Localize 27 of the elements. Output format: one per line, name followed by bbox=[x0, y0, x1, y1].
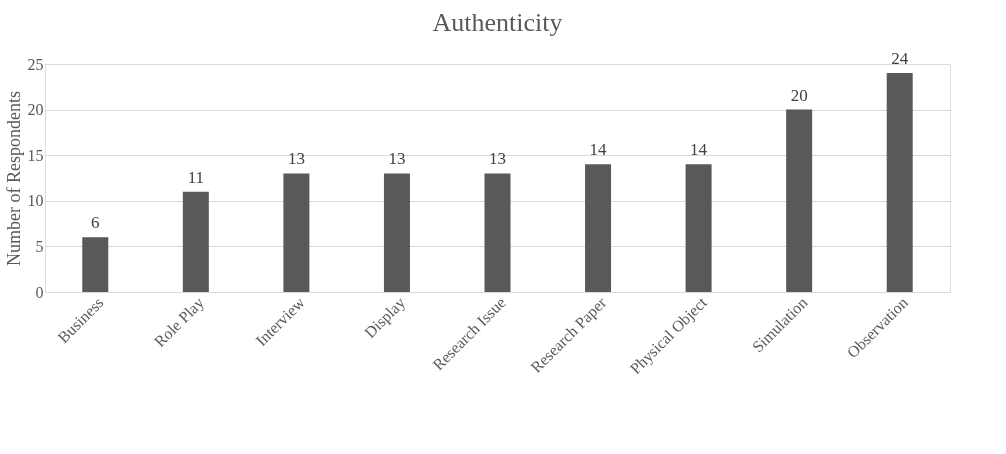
y-tick-label: 5 bbox=[35, 237, 44, 255]
data-label: 24 bbox=[891, 49, 909, 69]
bar bbox=[685, 164, 712, 292]
y-tick-label: 10 bbox=[27, 192, 44, 210]
data-label: 13 bbox=[287, 149, 305, 169]
chart-title: Authenticity bbox=[432, 8, 563, 38]
bar bbox=[786, 109, 813, 292]
data-label: 14 bbox=[589, 140, 608, 160]
y-tick-label: 25 bbox=[27, 55, 44, 73]
y-tick-label: 0 bbox=[35, 283, 44, 301]
y-tick-label: 15 bbox=[27, 146, 44, 164]
data-label: 13 bbox=[388, 149, 406, 169]
bar bbox=[182, 191, 209, 292]
data-label: 13 bbox=[489, 149, 506, 169]
y-tick-label: 20 bbox=[27, 101, 44, 119]
bar bbox=[585, 164, 612, 292]
bar bbox=[82, 237, 109, 292]
bar bbox=[886, 73, 913, 292]
y-axis-title: Number of Respondents bbox=[3, 91, 24, 266]
x-tick-label: Role Play bbox=[150, 293, 208, 351]
bar bbox=[283, 173, 310, 292]
data-label: 14 bbox=[690, 140, 708, 160]
data-label: 11 bbox=[187, 167, 205, 187]
bar bbox=[484, 173, 511, 292]
data-label: 20 bbox=[790, 85, 808, 105]
bar bbox=[383, 173, 410, 292]
data-label: 6 bbox=[91, 213, 100, 233]
